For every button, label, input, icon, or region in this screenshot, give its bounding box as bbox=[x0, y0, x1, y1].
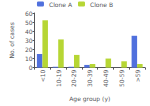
svg-text:60: 60 bbox=[25, 10, 33, 17]
svg-text:>59: >59 bbox=[134, 69, 141, 82]
svg-text:40: 40 bbox=[25, 28, 33, 35]
svg-text:0: 0 bbox=[29, 64, 33, 71]
svg-text:40-49: 40-49 bbox=[102, 69, 109, 87]
svg-text:Clone A: Clone A bbox=[49, 1, 73, 8]
svg-text:<10: <10 bbox=[39, 69, 46, 82]
svg-text:10: 10 bbox=[25, 55, 33, 62]
svg-text:Age group (y): Age group (y) bbox=[69, 95, 110, 103]
svg-text:50-59: 50-59 bbox=[118, 69, 125, 87]
svg-text:20-29: 20-29 bbox=[70, 69, 77, 87]
svg-text:20: 20 bbox=[25, 46, 33, 53]
svg-text:Clone B: Clone B bbox=[90, 1, 113, 8]
svg-text:30: 30 bbox=[25, 37, 33, 44]
svg-text:10-19: 10-19 bbox=[55, 69, 62, 87]
svg-text:No. of cases: No. of cases bbox=[8, 22, 15, 58]
svg-text:30-39: 30-39 bbox=[86, 69, 93, 87]
svg-text:50: 50 bbox=[25, 19, 33, 26]
